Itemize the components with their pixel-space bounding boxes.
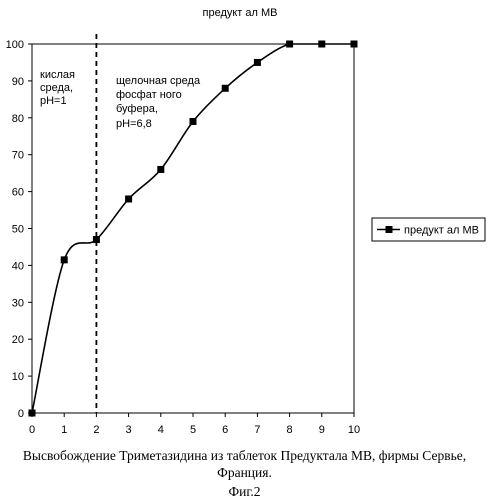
y-tick-label: 30 [12,297,24,309]
data-point [29,410,36,417]
y-tick-label: 10 [12,371,24,383]
annotation-alkaline-line-1: щелочная среда [116,75,201,87]
data-point [286,41,293,48]
y-axis: 0 10 20 30 40 50 60 70 80 90 100 [6,39,32,420]
y-tick-label: 0 [18,408,24,420]
data-point [318,41,325,48]
series-points [29,41,358,417]
annotation-acid-line-3: pH=1 [40,95,67,107]
y-tick-label: 80 [12,113,24,125]
data-point [157,166,164,173]
legend-marker [386,226,393,233]
caption-line-1: Высвобождение Триметазидина из таблеток … [0,448,489,464]
series-line [32,44,354,413]
x-tick-label: 0 [29,424,35,436]
chart-title: предукт ал МВ [203,7,278,19]
x-tick-label: 7 [254,424,260,436]
annotation-acid-line-1: кислая [40,69,75,81]
data-point [190,118,197,125]
x-tick-label: 6 [222,424,228,436]
plot-area [32,44,354,413]
data-point [254,59,261,66]
data-point [93,236,100,243]
x-tick-label: 5 [190,424,196,436]
x-axis: 0 1 2 3 4 5 6 7 8 9 10 [29,413,360,436]
data-point [125,195,132,202]
data-point [351,41,358,48]
data-point [222,85,229,92]
annotation-alkaline-line-3: буфера, [116,103,158,115]
data-point [61,256,68,263]
annotation-acid: кислая среда, pH=1 [40,69,75,107]
x-tick-label: 2 [93,424,99,436]
x-tick-label: 4 [158,424,164,436]
y-tick-label: 70 [12,150,24,162]
legend: предукт ал МВ [372,218,485,241]
x-tick-label: 10 [348,424,360,436]
annotation-alkaline: щелочная среда фосфат ного буфера, pH=6,… [116,75,201,130]
legend-label: предукт ал МВ [404,225,479,237]
x-tick-label: 1 [61,424,67,436]
y-tick-label: 40 [12,260,24,272]
y-tick-label: 60 [12,187,24,199]
annotation-alkaline-line-4: pH=6,8 [116,118,152,130]
annotation-acid-line-2: среда, [40,82,73,94]
x-tick-label: 9 [319,424,325,436]
figure-label: Фиг.2 [0,484,489,500]
x-tick-label: 3 [126,424,132,436]
y-tick-label: 50 [12,224,24,236]
caption-line-2: Франция. [0,465,489,481]
annotation-alkaline-line-2: фосфат ного [116,89,182,101]
x-tick-label: 8 [287,424,293,436]
y-tick-label: 90 [12,76,24,88]
y-tick-label: 100 [6,39,24,51]
y-tick-label: 20 [12,334,24,346]
